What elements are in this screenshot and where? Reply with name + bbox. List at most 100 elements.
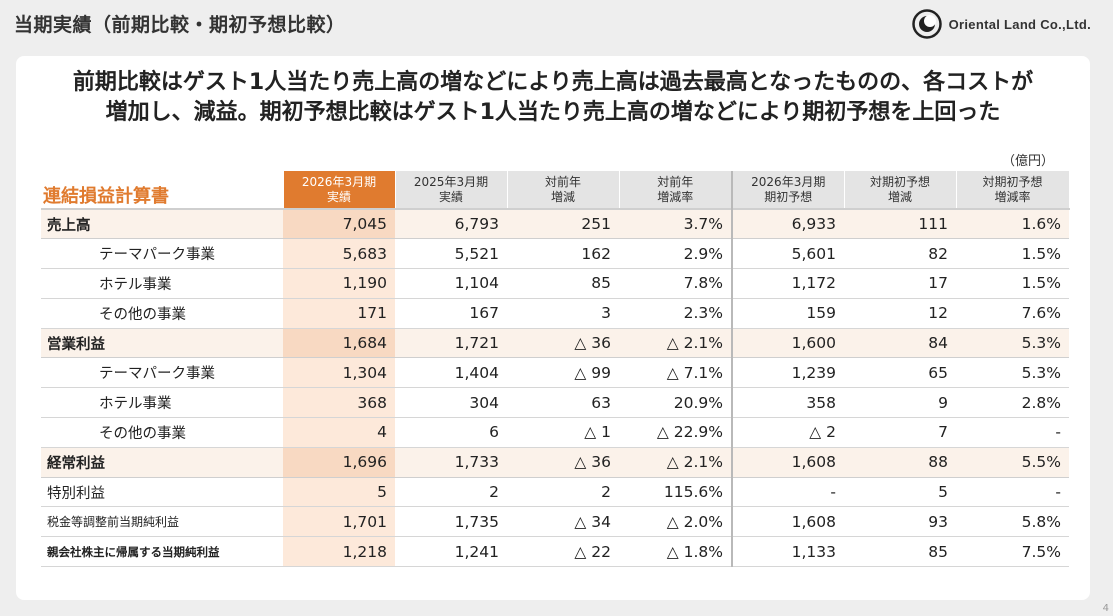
table-cell: 1,218 (283, 536, 395, 568)
table-row: 税金等調整前当期純利益 1,701 1,735 △ 34 △ 2.0% 1,608 93 5.… (41, 506, 1069, 538)
table-cell: 17 (844, 268, 956, 299)
table-cell: 85 (844, 536, 956, 568)
table-cell: 1,600 (731, 328, 844, 359)
content-card: 前期比較はゲスト1人当たり売上高の増などにより売上高は過去最高となったものの、各… (16, 56, 1090, 600)
column-header: 対前年 増減 (507, 171, 620, 209)
table-header-row: 連結損益計算書 2026年3月期 実績 2025年3月期 実績 対前年 増減 対… (41, 171, 1070, 209)
table-cell: 5,521 (395, 238, 507, 270)
row-label: 特別利益 (41, 477, 283, 508)
table-cell: 20.9% (619, 387, 732, 419)
table-cell: 111 (844, 208, 956, 240)
row-label: 税金等調整前当期純利益 (41, 506, 283, 538)
table-cell: 7 (844, 417, 956, 448)
table-cell: 63 (507, 387, 619, 419)
table-cell: 1,172 (731, 268, 844, 299)
table-row: テーマパーク事業 5,683 5,521 162 2.9% 5,601 82 1.5% (41, 238, 1069, 270)
table-cell: 1,608 (731, 447, 844, 478)
table-cell: 251 (507, 208, 619, 240)
table-cell: △ 1.8% (619, 536, 732, 568)
table-row: ホテル事業 368 304 63 20.9% 358 9 2.8% (41, 387, 1069, 419)
table-cell: 3.7% (619, 208, 732, 240)
table-cell: 1.5% (956, 268, 1069, 299)
headline-line-1: 前期比較はゲスト1人当たり売上高の増などにより売上高は過去最高となったものの、各… (72, 70, 1034, 95)
table-row: 営業利益 1,684 1,721 △ 36 △ 2.1% 1,600 84 5.3% (41, 328, 1069, 359)
unit-label: （億円） (1001, 154, 1054, 169)
table-cell: 1.6% (956, 208, 1069, 240)
table-cell: 304 (395, 387, 507, 419)
table-cell: 1,684 (283, 328, 395, 359)
table-cell: △ 1 (507, 417, 619, 448)
table-cell: 115.6% (619, 477, 732, 508)
table-row: ホテル事業 1,190 1,104 85 7.8% 1,172 17 1.5% (41, 268, 1069, 299)
table-cell: 171 (283, 298, 395, 329)
table-cell: △ 36 (507, 328, 619, 359)
table-row: 経常利益 1,696 1,733 △ 36 △ 2.1% 1,608 88 5.5% (41, 447, 1069, 478)
income-statement-table: 連結損益計算書 2026年3月期 実績 2025年3月期 実績 対前年 増減 対… (41, 171, 1070, 568)
row-label: その他の事業 (41, 417, 283, 448)
table-row: 親会社株主に帰属する当期純利益 1,218 1,241 △ 22 △ 1.8% 1,133… (41, 536, 1069, 568)
row-label: ホテル事業 (41, 387, 283, 419)
table-cell: △ 2.0% (619, 506, 732, 538)
table-cell: △ 2 (731, 417, 844, 448)
table-cell: 7,045 (283, 208, 395, 240)
table-cell: 2 (507, 477, 619, 508)
table-cell: 5 (283, 477, 395, 508)
table-cell: 5.5% (956, 447, 1069, 478)
table-cell: 6,933 (731, 208, 844, 240)
table-cell: 65 (844, 357, 956, 389)
table-cell: 1,304 (283, 357, 395, 389)
table-cell: △ 22 (507, 536, 619, 568)
table-cell: 2.8% (956, 387, 1069, 419)
table-cell: 93 (844, 506, 956, 538)
table-cell: 1,239 (731, 357, 844, 389)
row-label: テーマパーク事業 (41, 357, 283, 389)
table-cell: 5.3% (956, 357, 1069, 389)
table-cell: 162 (507, 238, 619, 270)
table-cell: 1,133 (731, 536, 844, 568)
row-label: その他の事業 (41, 298, 283, 329)
table-cell: 2.3% (619, 298, 732, 329)
column-header: 2025年3月期 実績 (395, 171, 508, 209)
table-cell: 1,721 (395, 328, 507, 359)
table-cell: 1,701 (283, 506, 395, 538)
table-row: その他の事業 171 167 3 2.3% 159 12 7.6% (41, 298, 1069, 329)
table-cell: 3 (507, 298, 619, 329)
table-cell: 88 (844, 447, 956, 478)
column-header: 2026年3月期 実績 (283, 171, 396, 209)
company-logo: Oriental Land Co.,Ltd. (911, 9, 1091, 39)
column-header: 対期初予想 増減 (844, 171, 957, 209)
row-label: テーマパーク事業 (41, 238, 283, 270)
company-name: Oriental Land Co.,Ltd. (948, 16, 1091, 32)
table-cell: 2 (395, 477, 507, 508)
table-cell: △ 2.1% (619, 328, 732, 359)
table-cell: 6 (395, 417, 507, 448)
table-cell: 1,190 (283, 268, 395, 299)
section-title-cell: 連結損益計算書 (41, 171, 284, 209)
table-cell: 7.5% (956, 536, 1069, 568)
table-cell: 82 (844, 238, 956, 270)
row-label: ホテル事業 (41, 268, 283, 299)
table-cell: 2.9% (619, 238, 732, 270)
page-number: 4 (1102, 603, 1109, 614)
table-cell: 84 (844, 328, 956, 359)
table-cell: 1.5% (956, 238, 1069, 270)
table-cell: 1,104 (395, 268, 507, 299)
table-cell: 6,793 (395, 208, 507, 240)
table-cell: △ 2.1% (619, 447, 732, 478)
table-cell: 1,608 (731, 506, 844, 538)
table-cell: 5.8% (956, 506, 1069, 538)
row-label: 親会社株主に帰属する当期純利益 (41, 536, 283, 568)
table-cell: - (731, 477, 844, 508)
row-label: 経常利益 (41, 447, 283, 478)
column-header: 2026年3月期 期初予想 (731, 171, 845, 209)
table-cell: 4 (283, 417, 395, 448)
table-row: テーマパーク事業 1,304 1,404 △ 99 △ 7.1% 1,239 65 5.3% (41, 357, 1069, 389)
table-cell: △ 99 (507, 357, 619, 389)
oriental-land-logo-icon (911, 9, 942, 39)
headline-line-2: 増加し、減益。期初予想比較はゲスト1人当たり売上高の増などにより期初予想を上回っ… (105, 100, 1001, 125)
table-cell: 12 (844, 298, 956, 329)
table-cell: 5.3% (956, 328, 1069, 359)
table-cell: 7.8% (619, 268, 732, 299)
table-cell: 1,404 (395, 357, 507, 389)
